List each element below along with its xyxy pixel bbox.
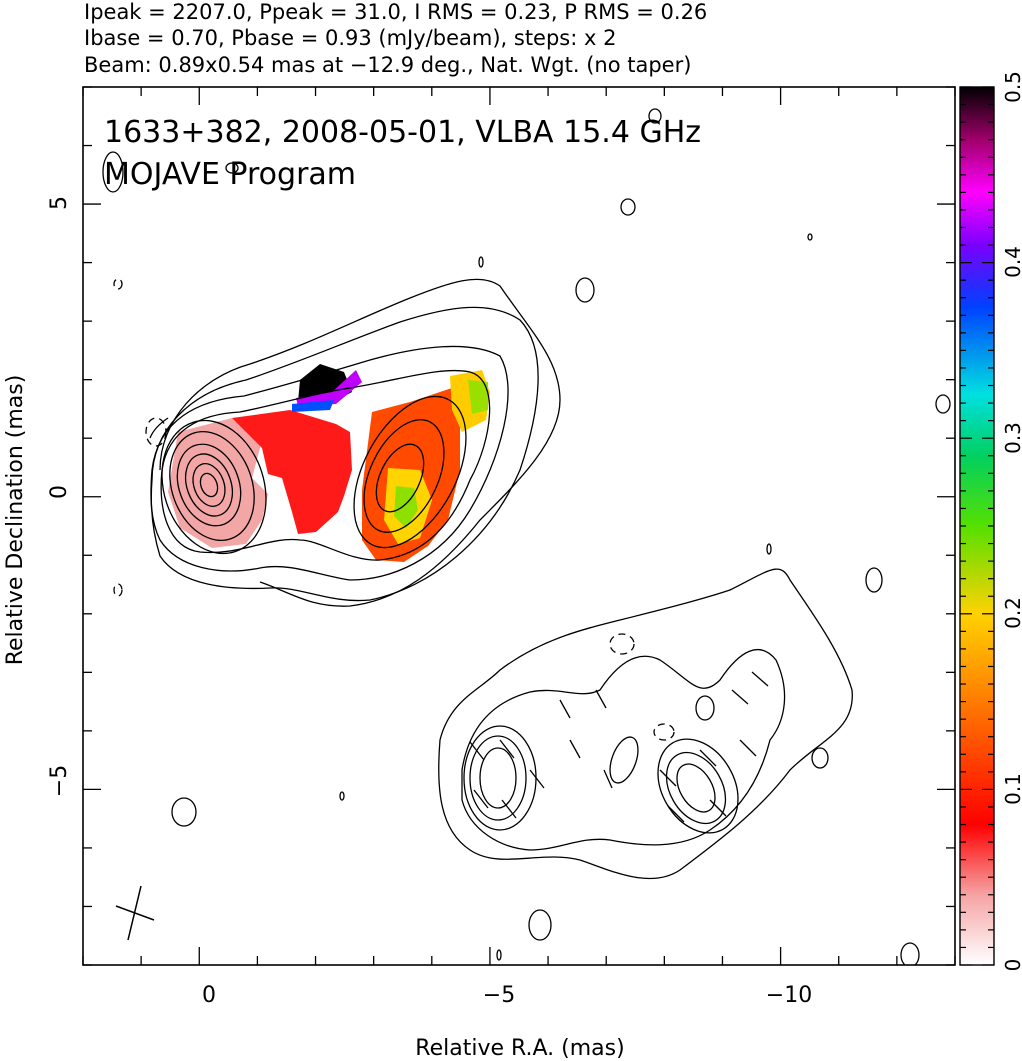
noise-contour (648, 108, 662, 124)
noise-contour (935, 394, 951, 414)
negative-contour (145, 417, 167, 447)
west-knot-contour (463, 725, 537, 831)
colorbar-tick-label: 0 (1001, 959, 1022, 972)
evpa-vector (595, 689, 607, 709)
jet-contour (160, 369, 491, 561)
jet-contour (150, 345, 509, 581)
evpa-vector (731, 689, 749, 705)
colorbar-tick-label: 0.1 (1001, 773, 1022, 805)
west-knot-contour (657, 738, 739, 834)
knot-contour (353, 395, 467, 549)
noise-contour (171, 797, 197, 827)
core-contour (176, 443, 242, 527)
x-axis-ticks (82, 87, 956, 965)
plot-title: 1633+382, 2008-05-01, VLBA 15.4 GHz (104, 115, 701, 150)
west-lobe-contour (461, 649, 786, 851)
y-axis-ticks (83, 86, 955, 966)
noise-contour (478, 256, 484, 268)
noise-contour (496, 949, 502, 961)
colorbar-tick-label: 0.5 (1001, 71, 1022, 103)
edge-green-patch (468, 380, 488, 414)
colorbar (959, 86, 995, 966)
negative-contours (113, 278, 675, 741)
plot-subtitle: MOJAVE Program (104, 157, 356, 192)
noise-contour (339, 791, 345, 801)
header-base-line: Ibase = 0.70, Pbase = 0.93 (mJy/beam), s… (84, 26, 617, 50)
west-knot-contour (479, 747, 517, 809)
evpa-vector (603, 769, 613, 789)
evpa-vector (699, 749, 717, 767)
polarization-color-patches (168, 364, 490, 562)
restoring-beam (115, 885, 155, 941)
evpa-vector (709, 799, 727, 817)
image-area (102, 108, 951, 965)
noise-contour (695, 695, 715, 721)
evpa-vector (469, 741, 485, 761)
core-contour (169, 430, 255, 542)
intensity-contours (102, 108, 951, 965)
core-contour (161, 419, 267, 555)
x-tick-label: −5 (483, 983, 515, 1008)
noise-contour (528, 909, 552, 941)
noise-contour (225, 162, 239, 174)
colorbar-ticks (960, 86, 994, 966)
edge-blue-patch (292, 400, 334, 412)
west-knot-contour (665, 751, 727, 825)
evpa-vector (501, 799, 517, 819)
noise-contour (811, 747, 829, 769)
x-tick-label: −10 (766, 983, 812, 1008)
x-axis-label: Relative R.A. (mas) (415, 1036, 624, 1061)
negative-contour (113, 583, 123, 597)
noise-contour (620, 198, 636, 216)
beam-minor-axis (115, 905, 155, 921)
core-contour (192, 463, 226, 507)
west-knot-contour (609, 736, 639, 784)
evpa-vector (659, 769, 677, 787)
negative-contour (609, 633, 635, 655)
header-beam-line: Beam: 0.89x0.54 mas at −12.9 deg., Nat. … (84, 53, 692, 77)
jet-contour (150, 306, 539, 602)
west-knot-contour (469, 735, 527, 821)
noise-contour (807, 233, 813, 241)
noise-contour (766, 543, 772, 555)
jet-contour (159, 278, 561, 607)
y-axis-label: Relative Declination (mas) (3, 375, 28, 666)
evpa-vector (499, 739, 515, 759)
knot-contour (375, 443, 425, 513)
evpa-vector (473, 789, 489, 809)
noise-contour (575, 277, 595, 303)
plot-frame (82, 86, 956, 966)
header-stats-line: Ipeak = 2207.0, Ppeak = 31.0, I RMS = 0.… (84, 0, 708, 24)
inner-jet-pol-patch (232, 410, 352, 534)
east-contour (149, 417, 169, 439)
y-tick-label: 5 (47, 196, 72, 210)
negative-contour (113, 278, 123, 290)
evpa-vector (529, 769, 545, 789)
west-lobe-contour (438, 568, 853, 880)
y-tick-label: 0 (47, 485, 72, 499)
colorbar-tick-label: 0.3 (1001, 422, 1022, 454)
edge-purple-patch (296, 370, 362, 406)
west-knot-contour (676, 763, 716, 813)
evpa-vectors (469, 671, 769, 823)
core-contour (199, 472, 219, 498)
evpa-vector (751, 671, 769, 687)
core-contour (184, 453, 234, 517)
evpa-vector (559, 699, 571, 719)
evpa-vector (667, 805, 685, 823)
colorbar-tick-label: 0.4 (1001, 246, 1022, 278)
x-tick-label: 0 (202, 983, 216, 1008)
colorbar-tick-label: 0.2 (1001, 597, 1022, 629)
evpa-vector (739, 739, 757, 757)
noise-contour (900, 942, 920, 965)
noise-contour (102, 151, 124, 193)
negative-contour (653, 723, 675, 741)
knot-contour (363, 419, 445, 533)
y-tick-label: −5 (47, 765, 72, 797)
noise-contour (865, 567, 883, 593)
evpa-vector (569, 739, 581, 759)
